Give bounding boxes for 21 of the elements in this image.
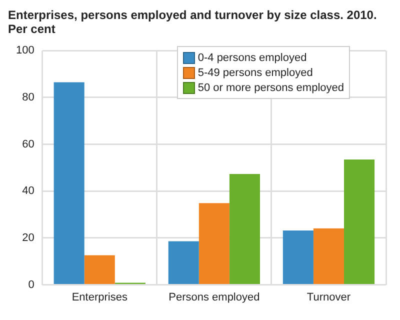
x-tick-label: Persons employed — [168, 291, 260, 304]
bar — [198, 203, 230, 284]
x-tick-label: Turnover — [306, 291, 351, 304]
legend-label: 0-4 persons employed — [198, 52, 307, 64]
bar — [344, 160, 375, 284]
x-tick-label: Enterprises — [72, 291, 128, 304]
bar — [84, 255, 115, 284]
bar — [282, 230, 314, 284]
y-tick-label: 60 — [22, 138, 34, 150]
bar — [313, 228, 344, 284]
legend-label: 50 or more persons employed — [198, 82, 344, 94]
y-tick-label: 40 — [22, 185, 34, 198]
y-tick-label: 20 — [22, 232, 34, 244]
bar — [229, 174, 260, 284]
y-tick-label: 0 — [28, 278, 34, 291]
bar — [54, 82, 84, 284]
legend-label: 5-49 persons employed — [198, 66, 313, 78]
chart-title: Enterprises, persons employed and turnover by size class. 2010. Per cent — [8, 8, 378, 36]
y-tick-label: 80 — [22, 91, 34, 104]
y-tick-label: 100 — [16, 44, 34, 57]
bar — [168, 241, 199, 284]
